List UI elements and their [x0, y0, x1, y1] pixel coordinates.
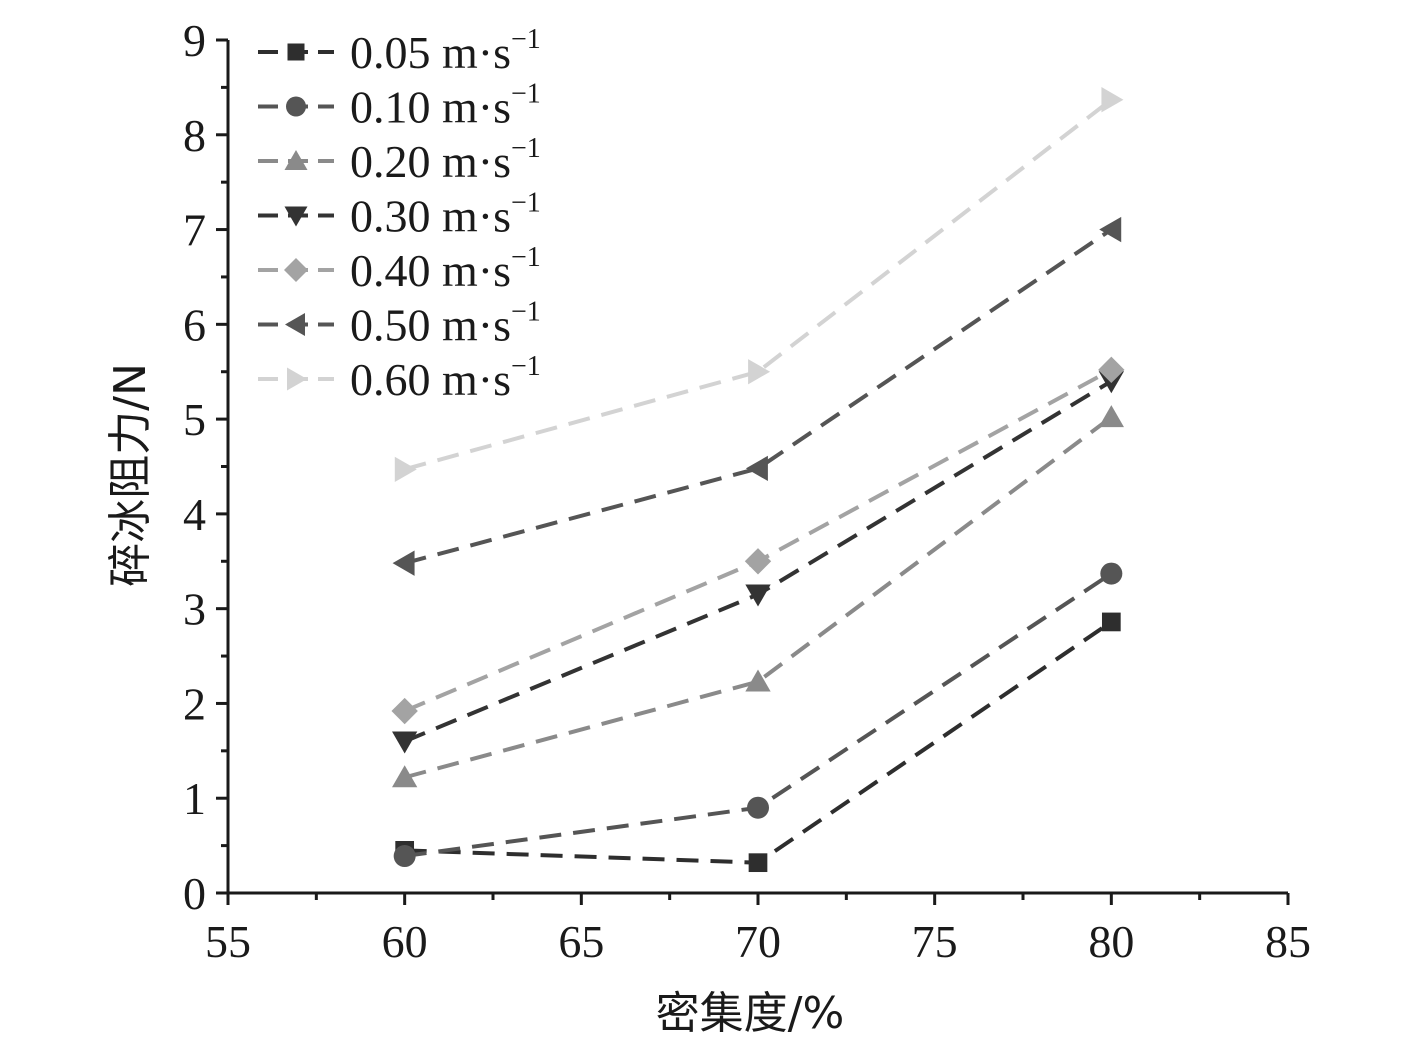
point-0.40-60	[391, 697, 418, 725]
point-0.30-70	[745, 584, 771, 607]
y-tick-label-4: 4	[183, 489, 206, 540]
legend-item-0.05: 0.05 m·s−1	[258, 24, 541, 78]
y-tick-label-2: 2	[183, 678, 206, 729]
legend-item-0.20: 0.20 m·s−1	[258, 133, 541, 187]
legend-value: 0.50 m·s	[350, 300, 511, 351]
y-tick-label-0: 0	[183, 868, 206, 919]
legend-label-0.50: 0.50 m·s−1	[350, 297, 541, 351]
legend-marker-0.50	[285, 313, 305, 336]
legend-label-0.60: 0.60 m·s−1	[350, 351, 541, 405]
legend-exponent: −1	[511, 133, 541, 164]
legend-value: 0.20 m·s	[350, 136, 511, 187]
legend-exponent: −1	[511, 242, 541, 273]
legend-label-0.30: 0.30 m·s−1	[350, 188, 541, 242]
legend-exponent: −1	[511, 297, 541, 328]
x-tick-label-55: 55	[205, 916, 251, 967]
legend-item-0.10: 0.10 m·s−1	[258, 79, 541, 133]
y-axis-title: 碎冰阻力/N	[105, 363, 156, 587]
point-0.60-80	[1101, 87, 1124, 113]
legend-label-0.10: 0.10 m·s−1	[350, 79, 541, 133]
y-tick-label-9: 9	[183, 15, 206, 66]
series-0.50	[392, 216, 1122, 576]
legend-value: 0.05 m·s	[350, 27, 511, 78]
point-0.30-60	[392, 731, 418, 754]
series-0.40	[391, 356, 1125, 725]
point-0.40-70	[744, 548, 772, 575]
legend-marker-0.20	[284, 150, 308, 170]
legend-exponent: −1	[511, 79, 541, 110]
legend-marker-0.30	[284, 206, 308, 227]
legend-item-0.50: 0.50 m·s−1	[258, 297, 541, 351]
point-0.20-80	[1098, 405, 1124, 428]
legend-value: 0.30 m·s	[350, 191, 511, 242]
y-tick-label-1: 1	[183, 773, 206, 824]
legend-marker-0.10	[286, 96, 306, 117]
point-0.20-70	[745, 669, 771, 692]
y-tick-label-5: 5	[183, 394, 206, 445]
series-line-0.50	[404, 227, 1113, 566]
series-line-0.20	[404, 415, 1113, 780]
point-0.05-70	[748, 853, 768, 873]
legend-value: 0.10 m·s	[350, 82, 511, 133]
x-tick-label-60: 60	[382, 916, 428, 967]
legend-exponent: −1	[511, 188, 541, 219]
legend-item-0.30: 0.30 m·s−1	[258, 188, 541, 242]
x-tick-label-85: 85	[1265, 916, 1311, 967]
series-line-0.60	[404, 98, 1113, 472]
series-line-0.40	[403, 368, 1113, 713]
legend-exponent: −1	[511, 24, 541, 55]
series-line-0.05	[404, 620, 1113, 865]
y-tick-label-6: 6	[183, 299, 206, 350]
axes: 55 60 65 70 75 80 85 0 1 2 3 4 5 6 7 8 9	[183, 15, 1311, 967]
point-0.50-60	[392, 550, 415, 576]
legend-item-0.40: 0.40 m·s−1	[258, 242, 541, 296]
series-layer	[391, 87, 1125, 873]
x-tick-label-65: 65	[558, 916, 604, 967]
legend-marker-0.05	[287, 43, 305, 61]
point-0.20-60	[392, 765, 418, 788]
point-0.10-80	[1100, 562, 1123, 585]
legend-exponent: −1	[511, 351, 541, 382]
point-0.40-80	[1098, 356, 1125, 384]
legend-value: 0.40 m·s	[350, 245, 511, 296]
series-0.60	[394, 87, 1124, 482]
legend-label-0.40: 0.40 m·s−1	[350, 242, 541, 296]
legend-marker-0.60	[287, 367, 307, 391]
x-tick-label-70: 70	[735, 916, 781, 967]
y-tick-label-8: 8	[183, 110, 206, 161]
point-0.60-70	[748, 359, 771, 385]
legend-value: 0.60 m·s	[350, 354, 511, 405]
series-0.10	[393, 562, 1123, 868]
legend-label-0.05: 0.05 m·s−1	[350, 24, 541, 78]
series-0.30	[392, 371, 1124, 754]
x-tick-label-75: 75	[912, 916, 958, 967]
series-0.20	[392, 405, 1124, 788]
x-axis-title: 密集度/%	[656, 988, 845, 1039]
point-0.05-80	[1101, 612, 1121, 632]
y-tick-label-3: 3	[183, 584, 206, 635]
y-tick-label-7: 7	[183, 205, 206, 256]
legend: 0.05 m·s−10.10 m·s−10.20 m·s−10.30 m·s−1…	[258, 24, 541, 405]
x-tick-label-80: 80	[1088, 916, 1134, 967]
legend-marker-0.40	[284, 258, 308, 282]
point-0.10-70	[747, 796, 769, 819]
point-0.50-70	[745, 455, 768, 482]
series-0.05	[395, 612, 1121, 873]
point-0.10-60	[393, 845, 416, 868]
point-0.50-80	[1099, 216, 1122, 243]
legend-item-0.60: 0.60 m·s−1	[258, 351, 541, 405]
legend-label-0.20: 0.20 m·s−1	[350, 133, 541, 187]
point-0.60-60	[394, 456, 417, 482]
